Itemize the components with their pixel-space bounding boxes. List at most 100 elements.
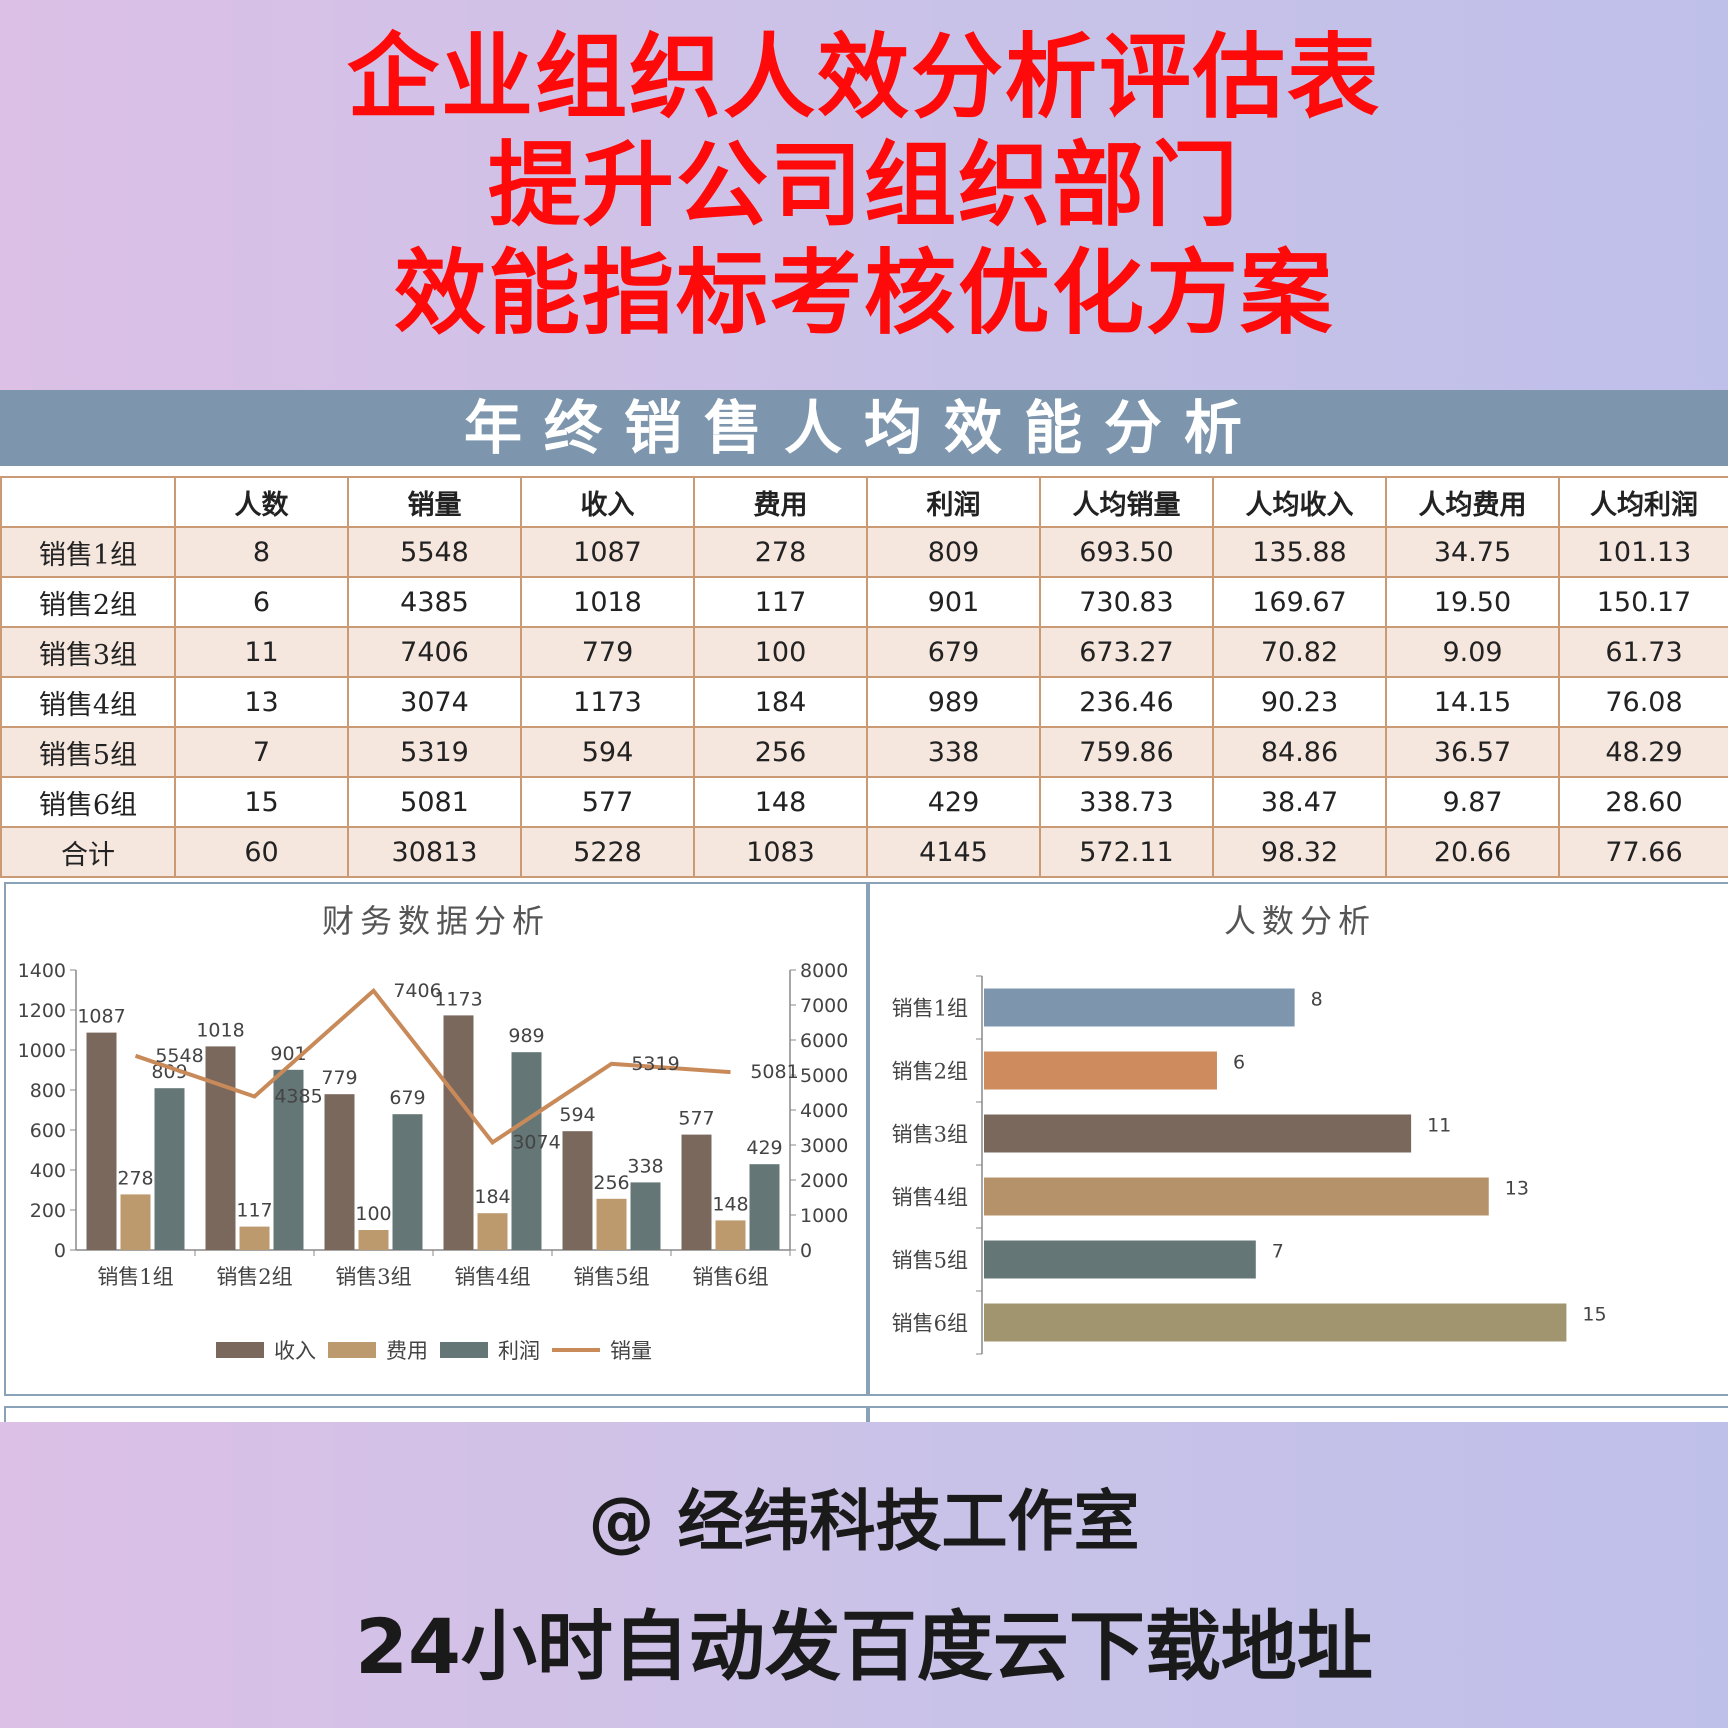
table-cell: 84.86 — [1212, 726, 1387, 778]
bar-data-label: 779 — [321, 1067, 357, 1089]
headline: 企业组织人效分析评估表 提升公司组织部门 效能指标考核优化方案 — [0, 24, 1728, 348]
bar-收入 — [443, 1015, 474, 1250]
bar-利润 — [392, 1114, 423, 1250]
table-cell: 184 — [693, 676, 868, 728]
next-panel-left — [4, 1406, 868, 1422]
table-cell: 1083 — [693, 826, 868, 878]
bar-费用 — [120, 1194, 151, 1250]
bar-data-label: 1018 — [196, 1019, 244, 1041]
table-row: 销售3组 11 7406 779 100 679 673.27 70.82 9.09 61.73 — [0, 626, 1728, 678]
line-data-label: 5319 — [631, 1053, 679, 1075]
bar-data-label: 429 — [746, 1137, 782, 1159]
row-label-cell: 销售4组 — [0, 676, 176, 728]
legend-label: 利润 — [498, 1339, 540, 1363]
y2-tick-label: 7000 — [800, 995, 848, 1017]
table-cell: 236.46 — [1039, 676, 1214, 728]
bar-data-label: 184 — [474, 1186, 510, 1208]
table-cell: 5319 — [347, 726, 522, 778]
table-row: 销售6组 15 5081 577 148 429 338.73 38.47 9.87 28.60 — [0, 776, 1728, 828]
bar-data-label: 256 — [593, 1172, 629, 1194]
row-label-cell: 销售2组 — [0, 576, 176, 628]
y2-tick-label: 2000 — [800, 1170, 848, 1192]
y-tick-label: 销售3组 — [892, 1123, 968, 1147]
y-tick-label: 200 — [30, 1200, 66, 1222]
bar-销售1组 — [984, 988, 1295, 1027]
bar-data-label: 577 — [678, 1108, 714, 1130]
table-cell: 989 — [866, 676, 1041, 728]
table-cell: 572.11 — [1039, 826, 1214, 878]
table-cell: 9.87 — [1385, 776, 1560, 828]
legend-swatch — [328, 1342, 376, 1358]
bar-收入 — [681, 1134, 712, 1250]
row-label-cell: 销售6组 — [0, 776, 176, 828]
table-cell: 169.67 — [1212, 576, 1387, 628]
studio-credit: @ 经纬科技工作室 — [588, 1483, 1140, 1560]
table-cell: 759.86 — [1039, 726, 1214, 778]
bar-利润 — [511, 1052, 542, 1250]
bar-销售4组 — [984, 1177, 1489, 1216]
bar-销售6组 — [984, 1303, 1567, 1342]
chart-title: 财务数据分析 — [322, 902, 550, 940]
table-row: 销售4组 13 3074 1173 184 989 236.46 90.23 14.15 76.0… — [0, 676, 1728, 728]
table-cell: 13 — [174, 676, 349, 728]
y-tick-label: 销售5组 — [892, 1249, 968, 1273]
x-tick-label: 销售4组 — [454, 1265, 530, 1289]
table-cell: 4145 — [866, 826, 1041, 878]
table-cell: 594 — [520, 726, 695, 778]
table-cell: 34.75 — [1385, 526, 1560, 578]
legend-swatch — [440, 1342, 488, 1358]
line-data-label: 5548 — [155, 1045, 203, 1067]
bar-data-label: 13 — [1505, 1178, 1529, 1200]
header-cell: 人均收入 — [1212, 476, 1387, 528]
table-cell: 135.88 — [1212, 526, 1387, 578]
table-cell: 11 — [174, 626, 349, 678]
line-data-label: 5081 — [750, 1061, 798, 1083]
table-cell: 673.27 — [1039, 626, 1214, 678]
table-header-row: 人数 销量 收入 费用 利润 人均销量 人均收入 人均费用 人均利润 — [0, 476, 1728, 528]
bar-data-label: 338 — [627, 1155, 663, 1177]
x-tick-label: 销售2组 — [216, 1265, 292, 1289]
bar-销售3组 — [984, 1114, 1412, 1153]
bar-data-label: 8 — [1311, 989, 1323, 1011]
y-tick-label: 1200 — [18, 1000, 66, 1022]
table-cell: 1018 — [520, 576, 695, 628]
table-cell: 5548 — [347, 526, 522, 578]
y2-tick-label: 4000 — [800, 1100, 848, 1122]
y-tick-label: 1400 — [18, 960, 66, 982]
y2-tick-label: 3000 — [800, 1135, 848, 1157]
finance-chart: 财务数据分析 0 200 400 600 800 1000 1200 1400 0 1000 2000… — [18, 902, 849, 1363]
table-cell: 15 — [174, 776, 349, 828]
bar-收入 — [324, 1094, 355, 1250]
bar-data-label: 1087 — [77, 1006, 125, 1028]
table-cell: 577 — [520, 776, 695, 828]
y2-tick-label: 5000 — [800, 1065, 848, 1087]
table-row: 销售5组 7 5319 594 256 338 759.86 84.86 36.57 48.29 — [0, 726, 1728, 778]
legend-label: 费用 — [386, 1339, 428, 1363]
table-cell: 429 — [866, 776, 1041, 828]
table-cell: 679 — [866, 626, 1041, 678]
y-tick-label: 1000 — [18, 1040, 66, 1062]
bar-data-label: 11 — [1427, 1115, 1451, 1137]
bar-收入 — [562, 1131, 593, 1250]
table-cell: 256 — [693, 726, 868, 778]
y-tick-label: 销售4组 — [892, 1186, 968, 1210]
bar-费用 — [358, 1230, 389, 1250]
line-data-label: 3074 — [512, 1131, 560, 1153]
headline-line-1: 企业组织人效分析评估表 — [346, 24, 1381, 131]
table-cell: 693.50 — [1039, 526, 1214, 578]
table-cell: 60 — [174, 826, 349, 878]
table-cell: 30813 — [347, 826, 522, 878]
table-cell: 278 — [693, 526, 868, 578]
y-tick-label: 销售6组 — [892, 1312, 968, 1336]
table-body: 销售1组 8 5548 1087 278 809 693.50 135.88 34.75 101.… — [0, 526, 1728, 878]
table-cell: 101.13 — [1558, 526, 1728, 578]
table-total-row: 合计 60 30813 5228 1083 4145 572.11 98.32 20.66 77.… — [0, 826, 1728, 878]
y2-tick-label: 1000 — [800, 1205, 848, 1227]
table-cell: 19.50 — [1385, 576, 1560, 628]
bar-data-label: 7 — [1272, 1241, 1284, 1263]
bar-利润 — [630, 1182, 661, 1250]
y2-tick-label: 8000 — [800, 960, 848, 982]
table-cell: 48.29 — [1558, 726, 1728, 778]
